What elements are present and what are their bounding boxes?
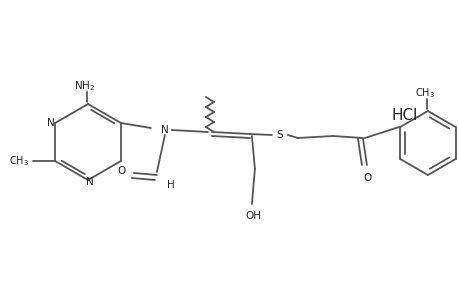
Text: CH$_3$: CH$_3$: [9, 154, 29, 168]
Text: N: N: [47, 118, 55, 128]
Text: HCl: HCl: [391, 107, 417, 122]
Text: O: O: [118, 166, 126, 176]
Text: H: H: [167, 180, 174, 190]
Text: CH$_3$: CH$_3$: [414, 86, 434, 100]
Text: NH$_2$: NH$_2$: [74, 79, 95, 93]
Text: S: S: [276, 130, 283, 140]
Text: N: N: [161, 125, 168, 135]
Text: N: N: [86, 177, 94, 187]
Text: OH: OH: [244, 211, 260, 221]
Text: O: O: [363, 173, 371, 183]
